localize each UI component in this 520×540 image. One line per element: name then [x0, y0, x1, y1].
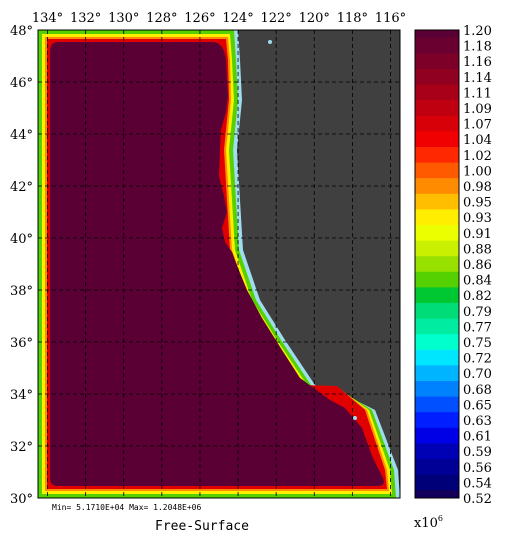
- y-tick-labels: 48° 46° 44° 42° 40° 38° 36° 34° 32° 30°: [10, 24, 33, 507]
- colorbar-tick-label: 0.82: [463, 289, 492, 304]
- colorbar-tick-label: 1.20: [463, 24, 492, 39]
- colorbar-tick-label: 0.77: [463, 320, 492, 335]
- colorbar-tick-label: 0.54: [463, 476, 492, 491]
- colorbar-tick-label: 1.16: [463, 55, 492, 70]
- y-tick-label: 40°: [10, 232, 33, 247]
- colorbar-swatch: [415, 287, 459, 304]
- colorbar-tick-label: 1.11: [463, 86, 492, 101]
- x-tick-label: 118°: [337, 11, 368, 26]
- colorbar-tick-label: 0.93: [463, 211, 492, 226]
- x-tick-label: 116°: [375, 11, 406, 26]
- colorbar-swatch: [415, 427, 459, 444]
- colorbar-swatch: [415, 490, 459, 499]
- colorbar-swatch: [415, 365, 459, 382]
- colorbar-exponent: 6: [438, 514, 443, 523]
- colorbar-swatch: [415, 37, 459, 54]
- colorbar-swatch: [415, 349, 459, 366]
- colorbar-tick-label: 0.70: [463, 367, 492, 382]
- y-tick-label: 48°: [10, 24, 33, 39]
- x-tick-label: 126°: [184, 11, 215, 26]
- colorbar-tick-label: 0.65: [463, 398, 492, 413]
- colorbar-swatch: [415, 443, 459, 460]
- colorbar-swatch: [415, 303, 459, 320]
- y-tick-label: 36°: [10, 336, 33, 351]
- colorbar-multiplier: x106: [414, 514, 443, 531]
- colorbar-tick-label: 0.52: [463, 492, 492, 507]
- colorbar-tick-label: 0.63: [463, 414, 492, 429]
- x-tick-label: 134°: [32, 11, 63, 26]
- colorbar-swatch: [415, 69, 459, 86]
- y-tick-label: 34°: [10, 388, 33, 403]
- chart-title: Free-Surface: [155, 519, 249, 534]
- colorbar-tick-label: 0.91: [463, 227, 492, 242]
- colorbar-swatch: [415, 131, 459, 148]
- colorbar-tick-label: 1.09: [463, 102, 492, 117]
- x-tick-label: 122°: [260, 11, 291, 26]
- colorbar-swatch: [415, 240, 459, 257]
- x-tick-labels: 134° 132° 130° 128° 126° 124° 122° 120° 118° 116°: [32, 11, 406, 26]
- colorbar-tick-label: 1.04: [463, 133, 492, 148]
- colorbar-tick-label: 0.72: [463, 352, 492, 367]
- colorbar-swatch: [415, 178, 459, 195]
- colorbar-border: [414, 29, 460, 499]
- colorbar-swatch: [415, 318, 459, 335]
- colorbar-swatch: [415, 396, 459, 413]
- colorbar-swatch: [415, 474, 459, 491]
- colorbar-tick-label: 1.14: [463, 71, 492, 86]
- colorbar-swatch: [415, 84, 459, 101]
- colorbar-tick-label: 1.18: [463, 40, 492, 55]
- x-tick-label: 124°: [222, 11, 253, 26]
- colorbar-tick-label: 0.79: [463, 305, 492, 320]
- colorbar-swatch: [415, 147, 459, 164]
- x-tick-label: 120°: [299, 11, 330, 26]
- colorbar-swatch: [415, 334, 459, 351]
- colorbar-tick-label: 0.75: [463, 336, 492, 351]
- colorbar-tick-label: 0.56: [463, 461, 492, 476]
- colorbar-swatch: [415, 53, 459, 70]
- colorbar: 1.201.181.161.141.111.091.071.041.021.00…: [415, 24, 492, 507]
- colorbar-swatch: [415, 209, 459, 226]
- colorbar-tick-label: 1.02: [463, 149, 492, 164]
- y-tick-label: 30°: [10, 492, 33, 507]
- colorbar-tick-label: 0.98: [463, 180, 492, 195]
- colorbar-swatch: [415, 271, 459, 288]
- colorbar-tick-label: 1.00: [463, 164, 492, 179]
- colorbar-tick-label: 0.61: [463, 430, 492, 445]
- colorbar-tick-label: 1.07: [463, 118, 492, 133]
- colorbar-swatch: [415, 30, 459, 39]
- x-tick-label: 130°: [108, 11, 139, 26]
- colorbar-swatch: [415, 412, 459, 429]
- plot-border: [37, 29, 401, 499]
- colorbar-swatch: [415, 193, 459, 210]
- colorbar-swatch: [415, 256, 459, 273]
- colorbar-tick-label: 0.68: [463, 383, 492, 398]
- x-tick-label: 132°: [70, 11, 101, 26]
- grid-lines: [38, 30, 400, 498]
- y-tick-label: 44°: [10, 128, 33, 143]
- colorbar-swatch: [415, 381, 459, 398]
- interior-maximum-field: [50, 42, 384, 486]
- colorbar-tick-label: 0.88: [463, 242, 492, 257]
- colorbar-tick-label: 0.59: [463, 445, 492, 460]
- x-tick-label: 128°: [146, 11, 177, 26]
- y-tick-label: 42°: [10, 180, 33, 195]
- y-tick-label: 38°: [10, 284, 33, 299]
- min-max-stats: Min= 5.1710E+04 Max= 1.2048E+06: [52, 503, 201, 512]
- colorbar-swatch: [415, 115, 459, 132]
- y-tick-label: 32°: [10, 440, 33, 455]
- colorbar-swatch: [415, 100, 459, 117]
- colorbar-swatch: [415, 225, 459, 242]
- colorbar-tick-label: 0.95: [463, 196, 492, 211]
- colorbar-swatch: [415, 459, 459, 476]
- colorbar-tick-label: 0.84: [463, 274, 492, 289]
- colorbar-swatch: [415, 162, 459, 179]
- colorbar-tick-label: 0.86: [463, 258, 492, 273]
- y-tick-label: 46°: [10, 76, 33, 91]
